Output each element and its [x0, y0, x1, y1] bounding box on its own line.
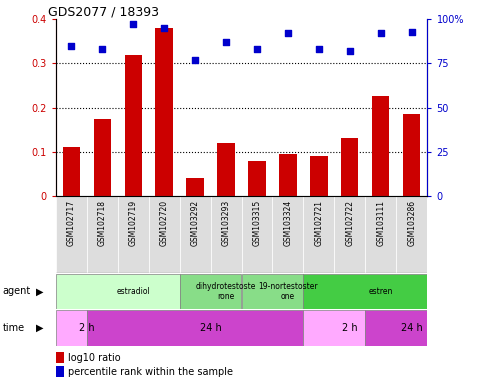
Bar: [272, 196, 303, 273]
Text: GSM103293: GSM103293: [222, 200, 230, 246]
Text: agent: agent: [2, 286, 30, 296]
Bar: [86, 310, 303, 346]
Point: [377, 30, 385, 36]
Text: GSM102722: GSM102722: [345, 200, 355, 246]
Point: [346, 48, 354, 54]
Point: [253, 46, 261, 52]
Text: GSM103111: GSM103111: [376, 200, 385, 246]
Bar: [403, 114, 421, 196]
Bar: [366, 196, 397, 273]
Point: [191, 57, 199, 63]
Bar: [303, 196, 334, 273]
Text: 2 h: 2 h: [342, 323, 358, 333]
Bar: [149, 196, 180, 273]
Text: ▶: ▶: [36, 323, 44, 333]
Bar: [217, 143, 235, 196]
Bar: [311, 156, 327, 196]
Text: log10 ratio: log10 ratio: [68, 353, 120, 362]
Text: 19-nortestoster
one: 19-nortestoster one: [258, 282, 318, 301]
Text: GSM103292: GSM103292: [190, 200, 199, 246]
Point: [315, 46, 323, 52]
Text: 2 h: 2 h: [79, 323, 94, 333]
Text: GSM103324: GSM103324: [284, 200, 293, 246]
Bar: [94, 119, 111, 196]
Bar: [397, 196, 427, 273]
Text: estren: estren: [369, 287, 393, 296]
Bar: [86, 196, 117, 273]
Bar: [180, 274, 242, 309]
Bar: [334, 196, 366, 273]
Bar: [211, 196, 242, 273]
Text: GSM102720: GSM102720: [159, 200, 169, 246]
Bar: [186, 178, 203, 196]
Bar: [242, 196, 272, 273]
Bar: [242, 274, 303, 309]
Bar: [248, 161, 266, 196]
Bar: [125, 55, 142, 196]
Bar: [117, 196, 149, 273]
Point: [67, 43, 75, 49]
Text: GSM102719: GSM102719: [128, 200, 138, 246]
Bar: [56, 274, 180, 309]
Text: ▶: ▶: [36, 286, 44, 296]
Bar: [280, 154, 297, 196]
Bar: [156, 28, 172, 196]
Text: GSM102718: GSM102718: [98, 200, 107, 246]
Point: [98, 46, 106, 52]
Bar: [341, 139, 358, 196]
Text: time: time: [2, 323, 25, 333]
Text: GSM103286: GSM103286: [408, 200, 416, 246]
Bar: [366, 310, 427, 346]
Bar: [62, 147, 80, 196]
Text: percentile rank within the sample: percentile rank within the sample: [68, 367, 233, 377]
Text: GSM102717: GSM102717: [67, 200, 75, 246]
Point: [129, 22, 137, 28]
Point: [222, 39, 230, 45]
Bar: [303, 274, 427, 309]
Text: GDS2077 / 18393: GDS2077 / 18393: [48, 5, 159, 18]
Bar: [180, 196, 211, 273]
Bar: [372, 96, 389, 196]
Point: [284, 30, 292, 36]
Point: [408, 28, 416, 35]
Bar: [303, 310, 366, 346]
Text: estradiol: estradiol: [116, 287, 150, 296]
Text: 24 h: 24 h: [199, 323, 221, 333]
Point: [160, 25, 168, 31]
Bar: [56, 310, 86, 346]
Bar: [56, 196, 86, 273]
Text: GSM102721: GSM102721: [314, 200, 324, 246]
Text: dihydrotestoste
rone: dihydrotestoste rone: [196, 282, 256, 301]
Text: 24 h: 24 h: [401, 323, 423, 333]
Text: GSM103315: GSM103315: [253, 200, 261, 246]
